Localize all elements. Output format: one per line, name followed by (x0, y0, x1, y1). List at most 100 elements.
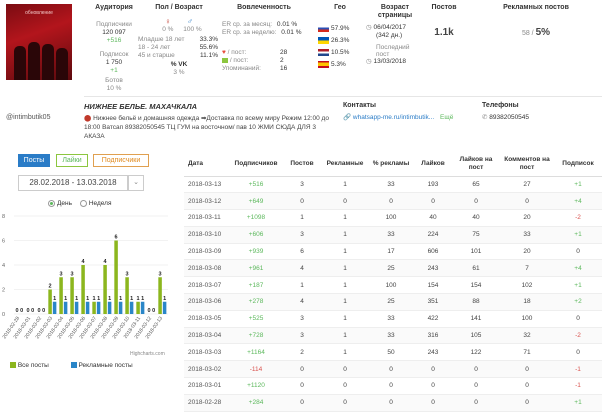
y-tick-label: 4 (2, 263, 5, 269)
date-range-toggle[interactable]: ⌄ (128, 175, 144, 191)
period-day-option[interactable]: День (48, 200, 72, 207)
flag-ukraine-icon (318, 36, 329, 44)
table-cell: 1 (322, 276, 368, 295)
table-cell: +1 (554, 226, 602, 244)
bar-data-label: 3 (60, 271, 63, 277)
table-cell: 193 (414, 176, 452, 194)
table-column-header[interactable]: Лайков на пост (452, 152, 500, 177)
ad-posts-title: Рекламных постов (503, 4, 569, 11)
ad-posts-column: Рекламных постов 58 / 5% (486, 4, 586, 38)
table-column-header[interactable]: Подписчиков (230, 152, 282, 177)
avatar-figure (42, 44, 54, 80)
bar-data-label: 4 (104, 259, 108, 265)
table-cell: 2018-03-06 (184, 293, 230, 311)
gender-age-column: Пол / Возраст ♀ ♂ 0 % 100 % Младше 18 ле… (138, 4, 220, 77)
table-column-header[interactable]: Дата (184, 152, 230, 177)
period-week-option[interactable]: Неделя (79, 200, 111, 207)
table-cell: 154 (414, 276, 452, 295)
table-cell: 33 (368, 310, 414, 328)
chart-credit: Highcharts.com (130, 351, 165, 357)
geo-value: 10.5% (331, 49, 350, 56)
table-cell: 2018-03-10 (184, 226, 230, 244)
table-cell: 7 (500, 259, 554, 278)
contact-more[interactable]: Ещё (440, 114, 454, 121)
female-icon: ♀ (164, 17, 171, 26)
table-cell: +1 (554, 394, 602, 412)
bar-data-label: 4 (82, 259, 86, 265)
table-cell: +649 (230, 192, 282, 211)
avatar-figure (28, 42, 40, 80)
bar-data-label: 0 (148, 308, 151, 314)
bar-data-label: 2 (49, 284, 52, 290)
table-cell: 1 (282, 276, 322, 295)
table-cell: 33 (368, 176, 414, 194)
table-cell: 6 (282, 243, 322, 261)
male-pct: 100 % (183, 26, 202, 33)
tab-likes[interactable]: Лайки (56, 154, 88, 167)
table-cell: 606 (414, 243, 452, 261)
table-cell: 33 (368, 327, 414, 345)
posts-title: Постов (431, 4, 457, 11)
table-cell: 65 (452, 176, 500, 194)
table-cell: -2 (554, 327, 602, 345)
contacts-label: Контакты (343, 102, 377, 109)
er-week-label: ER ср. за неделю: (222, 29, 277, 36)
table-cell: +4 (554, 259, 602, 278)
table-cell: 4 (282, 259, 322, 278)
table-cell: 40 (414, 209, 452, 227)
table-cell: +606 (230, 226, 282, 244)
phone-value[interactable]: 89382050545 (489, 114, 530, 121)
chart-legend: Все посты Рекламные посты (10, 362, 133, 370)
table-column-header[interactable]: % рекламы (368, 152, 414, 177)
bar-data-label: 6 (115, 235, 118, 241)
table-cell: +187 (230, 276, 282, 295)
er-month-row: ER ср. за месяц: 0.01 % (222, 21, 306, 29)
bar-data-label: 0 (152, 308, 155, 314)
posts-value: 1.1k (434, 27, 454, 38)
table-cell: 2018-03-13 (184, 176, 230, 194)
likes-per-post-value: 28 (280, 49, 288, 56)
table-cell: -114 (230, 360, 282, 379)
tab-subscribers[interactable]: Подписчики (93, 154, 149, 167)
legend-all-posts[interactable]: Все посты (17, 362, 49, 369)
age-breakdown: Младше 18 лет 33.3% 18 - 24 лет 55.6% 45 и с… (138, 36, 220, 60)
table-row: 2018-03-04 +728 3 1 33 316 105 32 -2 (184, 327, 602, 345)
tab-posts[interactable]: Посты (18, 154, 50, 167)
avatar-caption: обновление (25, 10, 53, 16)
chart-bar (63, 301, 68, 314)
bar-data-label: 1 (130, 296, 133, 302)
following-label: Подписок (99, 51, 129, 58)
avatar-figure (56, 48, 68, 80)
table-column-header[interactable]: Лайков (414, 152, 452, 177)
table-cell: 0 (322, 377, 368, 395)
gender-age-title: Пол / Возраст (155, 4, 203, 11)
table-column-header[interactable]: Подписок (554, 152, 602, 177)
chart-bar (92, 301, 96, 314)
table-column-header[interactable]: Комментов на пост (500, 152, 554, 177)
table-cell: -1 (554, 377, 602, 395)
table-cell: 0 (554, 243, 602, 261)
pin-icon: ⬤ (84, 115, 92, 122)
table-cell: 316 (414, 327, 452, 345)
table-cell: 100 (500, 310, 554, 328)
table-column-header[interactable]: Постов (282, 152, 322, 177)
table-cell: 1 (322, 293, 368, 311)
y-tick-label: 2 (2, 288, 5, 294)
legend-ad-posts[interactable]: Рекламные посты (78, 362, 133, 369)
table-cell: 0 (500, 360, 554, 379)
table-cell: 100 (368, 276, 414, 295)
mentions-row: Упоминаний: 16 (222, 65, 306, 73)
table-cell: 1 (322, 310, 368, 328)
profile-avatar[interactable]: обновление (6, 4, 72, 80)
contact-link[interactable]: whatsapp-me.ru/intimbutik... (352, 114, 435, 121)
date-range-input[interactable]: 28.02.2018 - 13.03.2018 (18, 175, 128, 191)
table-cell: 2018-03-04 (184, 327, 230, 345)
profile-handle[interactable]: @intimbutik05 (6, 114, 51, 121)
table-column-header[interactable]: Рекламные (322, 152, 368, 177)
table-cell: 3 (282, 176, 322, 194)
table-cell: -2 (554, 209, 602, 227)
er-month-label: ER ср. за месяц: (222, 21, 273, 28)
chart-bar (158, 277, 162, 314)
bots-label: Ботов (105, 77, 123, 84)
